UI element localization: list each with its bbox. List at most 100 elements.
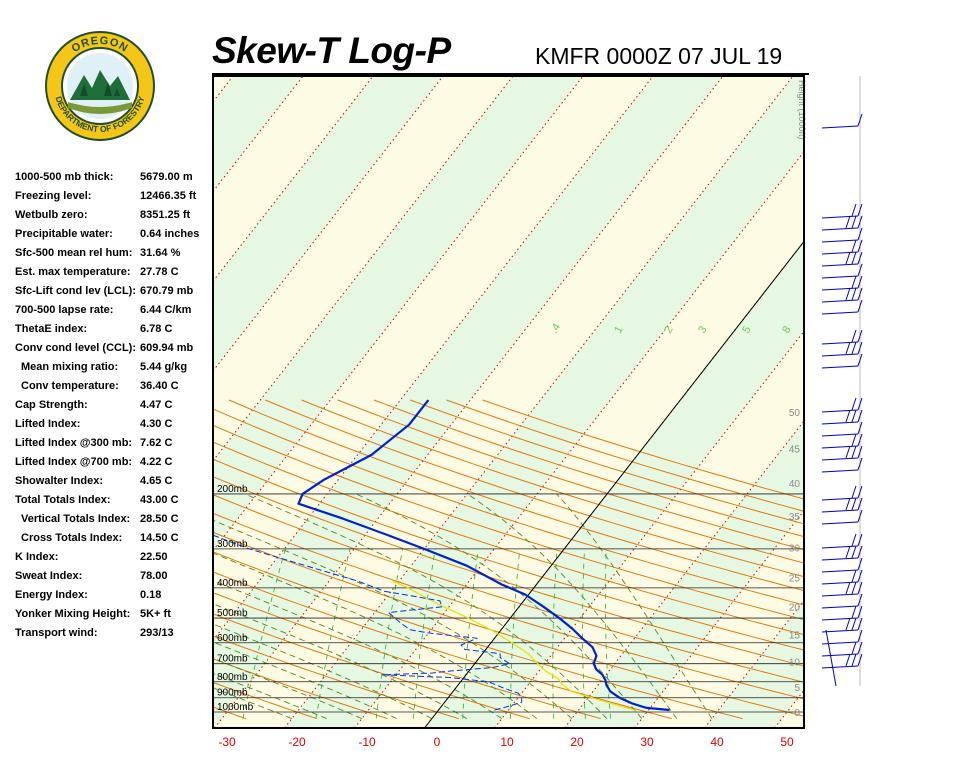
isotherm-line [354,151,804,728]
dry-adiabat [213,681,317,720]
oregon-forestry-logo: OREGON DEPARTMENT OF FORESTRY [45,31,155,141]
moist-adiabat [213,552,538,719]
temperature-tick-label: 10 [500,735,514,749]
height-tick-label: 30 [789,544,801,555]
wind-barb [821,421,863,437]
stat-value: 5.44 g/kg [140,361,188,373]
stat-label: 700-500 lapse rate: [15,304,114,316]
wind-barb [821,581,863,597]
stat-row: Total Totals Index: 43.00 C [15,491,215,510]
stat-label: ThetaE index: [15,323,88,335]
stat-row: Precipitable water: 0.64 inches [15,225,215,244]
stat-row: Vertical Totals Index: 28.50 C [15,510,215,529]
isotherm-band [284,76,804,728]
mixing-ratio-line [552,548,558,719]
pressure-label: 800mb [217,672,248,683]
isotherm-line [774,689,804,728]
stat-value: 293/13 [140,627,174,639]
stat-label: Conv cond level (CCL): [15,342,137,354]
wind-barb [821,251,863,267]
height-tick-label: 35 [789,512,801,523]
isotherm-band [213,76,444,371]
pressure-label: 900mb [217,688,248,699]
stat-row: 1000-500 mb thick: 5679.00 m [15,168,215,187]
wind-barb [821,569,863,585]
moist-adiabat [213,641,397,720]
stat-value: 8351.25 ft [140,209,191,221]
height-tick-label: 10 [789,657,801,668]
stat-row: ThetaE index: 6.78 C [15,320,215,339]
stat-row: Conv cond level (CCL): 609.94 mb [15,339,215,358]
stat-label: Transport wind: [15,627,98,639]
stat-row: Sweat Index: 78.00 [15,567,215,586]
dry-adiabat [228,399,804,592]
moist-adiabat [213,687,292,720]
dry-adiabat [337,399,804,551]
stat-label: Sfc-Lift cond lev (LCL): [15,285,136,297]
stat-value: 12466.35 ft [140,190,197,202]
moist-adiabat [213,623,433,720]
dry-adiabat [213,551,743,720]
stat-label: Lifted Index: [15,418,81,430]
wind-barb [821,203,863,219]
height-tick-label: 15 [789,630,801,641]
temperature-tick-label: -30 [218,735,236,749]
pressure-label: 400mb [217,578,248,589]
mixing-ratio-label: 8 [780,324,793,335]
stat-label: Lifted Index @300 mb: [15,437,133,449]
stat-label: Yonker Mixing Height: [15,608,131,620]
dry-adiabat [213,441,804,636]
stat-label: Sweat Index: [15,570,83,582]
isotherm-line [213,76,514,462]
isotherm-line [213,76,374,282]
dry-adiabat [373,399,804,538]
stat-value: 4.30 C [140,418,173,430]
stat-value: 27.78 C [140,266,179,278]
mixing-ratio-line [462,548,479,719]
wind-barb [821,497,863,513]
stat-row: Cross Totals Index: 14.50 C [15,529,215,548]
stat-value: 0.18 [140,589,162,601]
stat-row: Est. max temperature: 27.78 C [15,263,215,282]
mixing-ratio-label: 5 [740,324,753,335]
dry-adiabat [213,424,804,621]
wind-barb [821,605,863,621]
stat-label: Energy Index: [15,589,88,601]
chart-title: Skew-T Log-P [212,30,451,71]
plot-area [213,76,804,728]
moist-adiabat [213,657,362,720]
stat-label: Total Totals Index: [15,494,111,506]
pressure-label: 300mb [217,539,248,550]
stat-value: 78.00 [140,570,168,582]
isotherm-line [213,76,584,551]
height-tick-label: 25 [789,574,801,585]
moist-adiabat [213,579,503,719]
isotherm-line [213,76,304,192]
stat-label: Conv temperature: [21,380,119,392]
wind-barb [821,287,863,303]
stat-label: Est. max temperature: [15,266,131,278]
wind-barb [821,409,863,425]
mixing-ratio-line [315,548,351,719]
stat-row: K Index: 22.50 [15,548,215,567]
stat-value: 670.79 mb [140,285,194,297]
wind-barb [821,533,863,549]
pressure-label: 200mb [217,484,248,495]
stat-row: 700-500 lapse rate: 6.44 C/km [15,301,215,320]
wind-barb [821,557,863,573]
mixing-ratio-label: 2 [662,324,675,335]
stat-row: Cap Strength: 4.47 C [15,396,215,415]
stat-label: Mean mixing ratio: [21,361,119,373]
stat-value: 7.62 C [140,437,173,449]
stat-label: Showalter Index: [15,475,104,487]
plot-frame [212,75,805,729]
temperature-tick-label: -20 [288,735,306,749]
stat-row: Transport wind: 293/13 [15,624,215,643]
height-tick-label: 40 [789,479,801,490]
temperature-profile [297,399,670,712]
stat-label: Vertical Totals Index: [21,513,131,525]
stat-value: 43.00 C [140,494,179,506]
temperature-tick-label: 0 [434,735,441,749]
wind-barb [821,275,863,291]
